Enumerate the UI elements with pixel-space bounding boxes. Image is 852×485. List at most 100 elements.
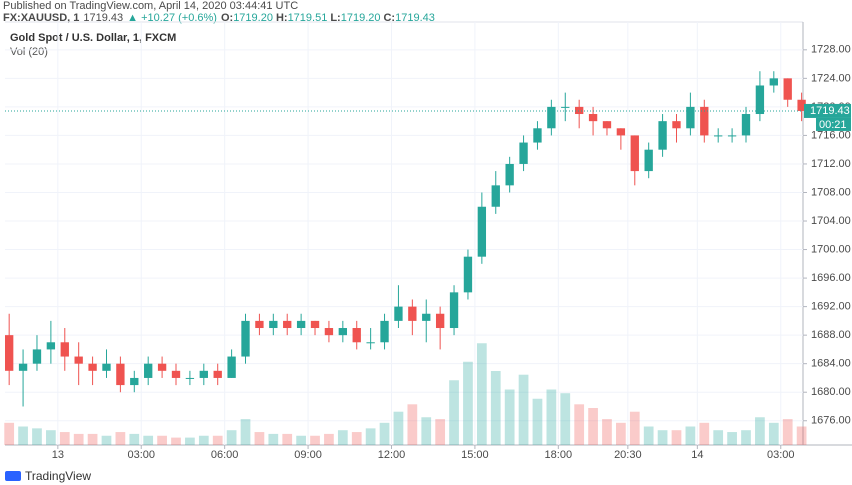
volume-bar [713,430,724,445]
volume-bar [198,435,209,445]
candle-body [394,306,403,321]
y-tick-label: 1708.00 [811,186,851,198]
x-tick-label: 15:00 [461,449,489,461]
x-tick-label: 03:00 [767,449,795,461]
candle-body [644,149,653,172]
x-tick-label: 14 [691,449,703,461]
candle-body [310,320,320,329]
last-price-label: 1719.43 [810,105,850,117]
candle-body [575,106,584,115]
candle-body [547,106,556,129]
volume-bar [143,435,154,445]
volume-bar [46,430,56,445]
y-tick-label: 1680.00 [811,386,851,398]
candle-body [477,206,487,257]
ohlc-label: C: [383,12,395,24]
candle-body [727,135,737,137]
volume-bar [310,435,320,445]
ohlc-value: 1719.20 [233,12,273,24]
candle-body [783,78,792,100]
volume-bar [18,426,28,445]
volume-bar [796,426,807,445]
x-tick-label: 09:00 [294,449,322,461]
candle-body [588,114,598,122]
x-tick-label: 13 [52,449,64,461]
footer-brand: TradingView [25,469,91,483]
volume-bar [59,432,70,445]
candle-body [144,363,153,378]
chart-title: Gold Spot / U.S. Dollar, 1, FXCM [10,32,176,44]
candle-body [700,106,709,136]
volume-bar [129,433,140,445]
last-price-box [804,103,851,118]
volume-bar [171,437,181,445]
volume-bar [379,422,390,445]
candle-body [60,342,69,357]
candle-body [227,356,236,378]
volume-bar [476,343,487,445]
volume-bar [504,389,515,445]
volume-bar [185,437,195,445]
candle-body [755,85,765,115]
x-tick-label: 06:00 [211,449,239,461]
volume-bar [101,435,112,445]
candle-body [241,320,250,357]
candle-body [672,121,681,129]
y-tick-label: 1716.00 [811,129,851,141]
volume-bar [393,411,404,445]
x-tick-label: 12:00 [378,449,406,461]
volume-bar [115,432,126,445]
volume-bar [87,433,98,445]
volume-bar [490,371,501,445]
volume-bar [4,422,15,445]
logo-icon [5,471,21,481]
ohlc-label: O: [221,12,233,24]
legend-line: FX:XAUUSD, 1 1719.43 ▲ +10.27 (+0.6%) O:171… [3,12,435,24]
volume-bar [727,432,737,445]
candle-body [408,306,417,321]
candle-body [519,142,528,164]
candle-body [630,135,639,172]
volume-bar [157,435,167,445]
ohlc-label: L: [330,12,340,24]
volume-bar [657,430,668,445]
candle-body [283,320,292,329]
volume-bar [699,422,710,445]
volume-bar [421,417,432,445]
candle-body [74,356,83,364]
candle-body [797,99,806,111]
candle-body [213,370,222,378]
candle-body [296,320,306,329]
x-tick-label: 18:00 [545,449,573,461]
ohlc-value: 1719.43 [395,12,435,24]
candle-body [18,363,28,371]
candle-body [130,377,139,386]
volume-bar [73,433,84,445]
candle-body [463,256,473,293]
volume-bar [782,419,793,445]
candle-body [116,363,125,386]
candle-body [449,292,459,329]
ohlc-value: 1719.51 [288,12,328,24]
y-tick-label: 1704.00 [811,215,851,227]
y-tick-label: 1688.00 [811,329,851,341]
volume-bar [324,433,334,445]
x-tick-label: 20:30 [614,449,642,461]
candle-body [602,121,612,129]
candle-body [5,335,14,371]
candle-body [32,349,42,364]
candle-body [324,328,334,336]
volume-bar [602,419,612,445]
candle-body [199,370,208,378]
candle-body [338,328,347,336]
candle-body [157,363,167,371]
ohlc-label: H: [276,12,288,24]
y-tick-label: 1692.00 [811,301,851,313]
volume-bar [463,361,473,445]
y-tick-label: 1728.00 [811,44,851,56]
volume-bar [435,419,446,445]
volume-bar [240,419,251,445]
volume-bar [518,374,529,445]
volume-bar [337,430,348,445]
